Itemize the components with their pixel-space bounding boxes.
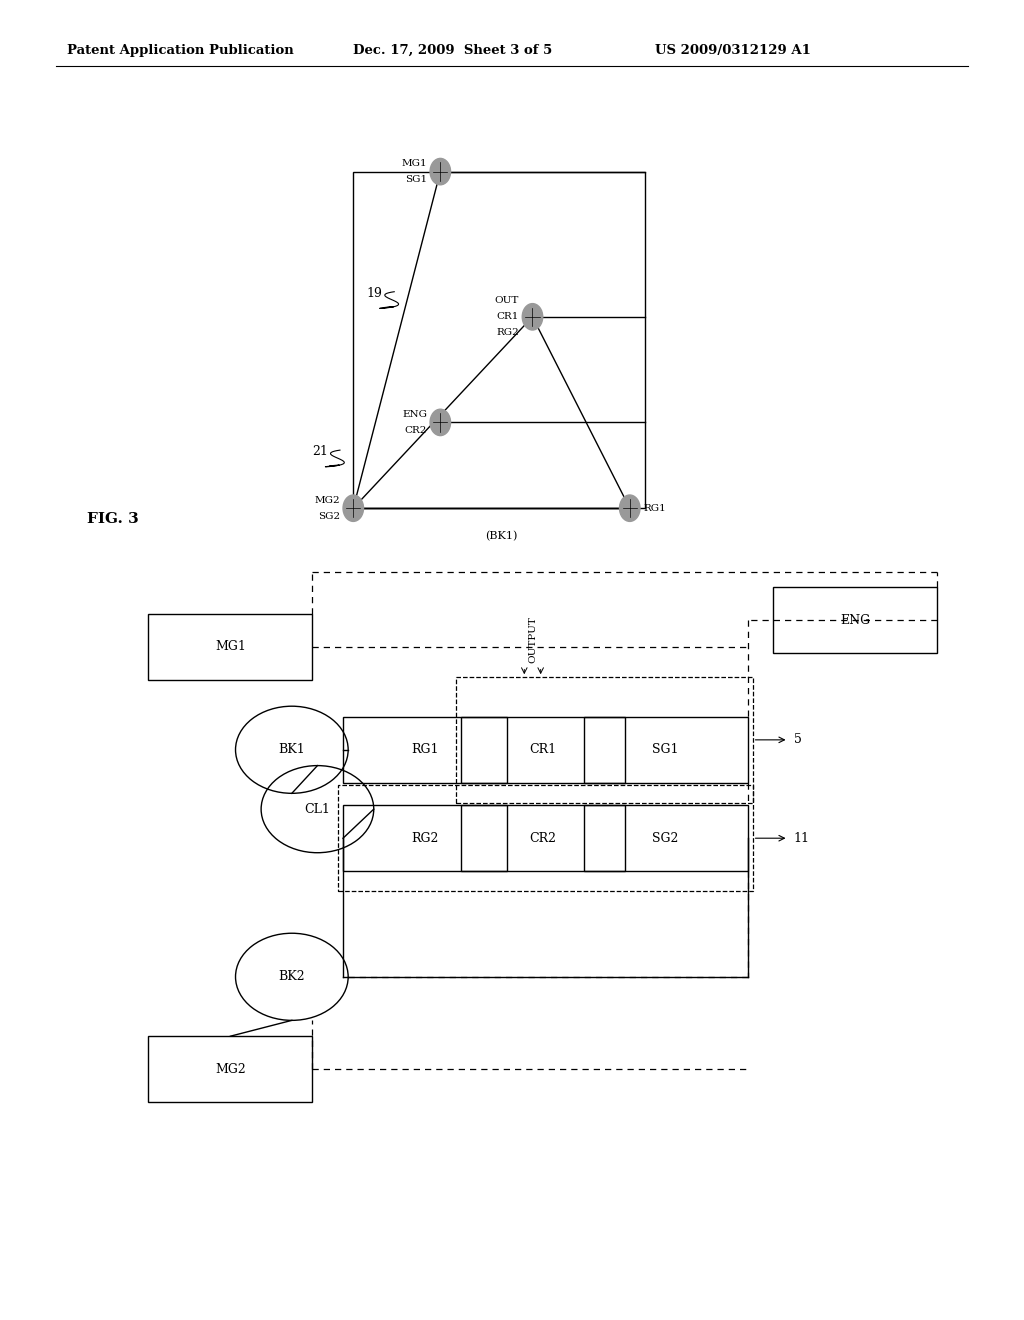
Bar xyxy=(148,1036,312,1102)
Text: BK1: BK1 xyxy=(279,743,305,756)
Text: CL1: CL1 xyxy=(304,803,331,816)
Text: 19: 19 xyxy=(367,286,383,300)
Text: CR1: CR1 xyxy=(529,743,556,756)
Text: ENG: ENG xyxy=(402,411,427,418)
Circle shape xyxy=(620,495,640,521)
Text: SG2: SG2 xyxy=(317,512,340,520)
Text: (BK1): (BK1) xyxy=(485,531,518,541)
Text: ENG: ENG xyxy=(840,614,870,627)
Bar xyxy=(338,785,753,891)
Bar xyxy=(584,717,748,783)
Circle shape xyxy=(343,495,364,521)
Bar xyxy=(148,614,312,680)
Text: RG2: RG2 xyxy=(412,832,438,845)
Circle shape xyxy=(522,304,543,330)
Text: BK2: BK2 xyxy=(279,970,305,983)
Text: 21: 21 xyxy=(312,445,329,458)
Bar xyxy=(461,717,625,783)
Text: RG2: RG2 xyxy=(497,329,519,337)
Text: CR1: CR1 xyxy=(497,313,519,321)
Text: US 2009/0312129 A1: US 2009/0312129 A1 xyxy=(655,44,811,57)
Text: MG2: MG2 xyxy=(215,1063,246,1076)
Bar xyxy=(343,717,507,783)
Bar xyxy=(353,172,645,508)
Text: Dec. 17, 2009  Sheet 3 of 5: Dec. 17, 2009 Sheet 3 of 5 xyxy=(353,44,553,57)
Text: FIG. 3: FIG. 3 xyxy=(87,512,139,527)
Text: MG1: MG1 xyxy=(401,160,427,168)
Text: CR2: CR2 xyxy=(404,426,427,434)
Bar xyxy=(343,805,507,871)
Text: SG2: SG2 xyxy=(652,832,679,845)
Text: 11: 11 xyxy=(794,832,810,845)
Circle shape xyxy=(430,158,451,185)
Bar xyxy=(461,805,625,871)
Bar xyxy=(773,587,937,653)
Text: CR2: CR2 xyxy=(529,832,556,845)
Circle shape xyxy=(430,409,451,436)
Text: Patent Application Publication: Patent Application Publication xyxy=(67,44,293,57)
Text: RG1: RG1 xyxy=(412,743,438,756)
Text: OUT: OUT xyxy=(495,297,519,305)
Bar xyxy=(584,805,748,871)
Text: MG1: MG1 xyxy=(215,640,246,653)
Text: 5: 5 xyxy=(794,734,802,746)
Text: SG1: SG1 xyxy=(652,743,679,756)
Text: MG2: MG2 xyxy=(314,496,340,504)
Text: SG1: SG1 xyxy=(404,176,427,183)
Text: OUTPUT: OUTPUT xyxy=(528,615,537,663)
Bar xyxy=(456,677,753,803)
Text: RG1: RG1 xyxy=(643,504,666,512)
